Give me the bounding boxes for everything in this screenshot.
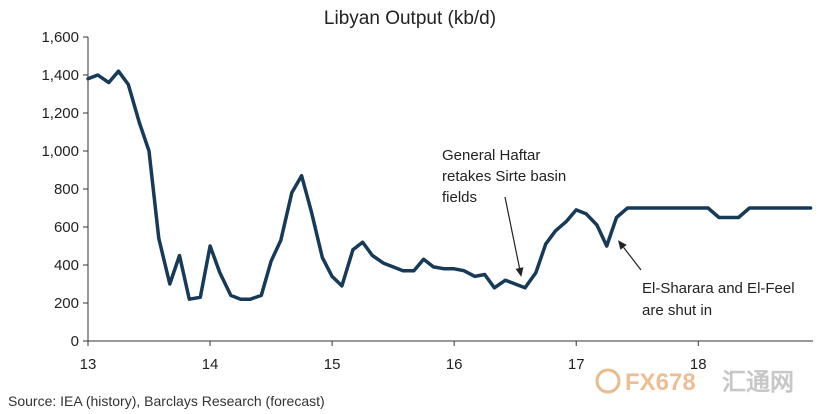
x-axis: 13 14 15 16 17 18	[80, 341, 707, 373]
annotation-sharara-line-1: El-Sharara and El-Feel	[642, 280, 795, 297]
series-line-output	[86, 69, 813, 301]
y-tick-label: 800	[54, 181, 79, 198]
annotation-sharara-arrow	[623, 246, 642, 271]
annotation-sharara-line-2: are shut in	[642, 302, 712, 319]
y-axis: 0 200 400 600 800 1,000 1,200 1,400 1,600	[41, 29, 88, 350]
chart-title: Libyan Output (kb/d)	[324, 8, 496, 29]
annotation-haftar-arrowhead	[515, 267, 524, 277]
watermark-brand: FX678	[625, 369, 696, 396]
y-tick-label: 400	[54, 257, 79, 274]
annotation-haftar-line-1: General Haftar	[442, 147, 540, 164]
x-tick-label: 16	[446, 356, 463, 373]
y-tick-label: 1,600	[41, 29, 79, 46]
x-tick-label: 18	[690, 356, 707, 373]
x-tick-label: 13	[80, 356, 97, 373]
x-tick-label: 14	[202, 356, 219, 373]
annotation-sharara-arrowhead	[618, 240, 627, 250]
x-tick-label: 17	[568, 356, 585, 373]
series-group	[86, 69, 813, 301]
annotation-haftar-arrow	[504, 196, 521, 269]
source-note: Source: IEA (history), Barclays Research…	[8, 393, 325, 409]
x-tick-label: 15	[324, 356, 341, 373]
y-tick-label: 1,400	[41, 67, 79, 84]
annotation-haftar: General Haftar retakes Sirte basin field…	[442, 147, 566, 277]
annotation-haftar-line-3: fields	[442, 189, 477, 206]
watermark-logo-icon	[595, 368, 621, 394]
annotation-sharara: El-Sharara and El-Feel are shut in	[618, 240, 795, 319]
watermark: FX678 汇通网	[595, 368, 794, 396]
watermark-cn: 汇通网	[722, 369, 794, 396]
y-tick-label: 600	[54, 219, 79, 236]
y-tick-label: 1,200	[41, 105, 79, 122]
annotation-haftar-line-2: retakes Sirte basin	[442, 168, 566, 185]
y-tick-label: 1,000	[41, 143, 79, 160]
y-tick-label: 0	[71, 333, 79, 350]
y-tick-label: 200	[54, 295, 79, 312]
